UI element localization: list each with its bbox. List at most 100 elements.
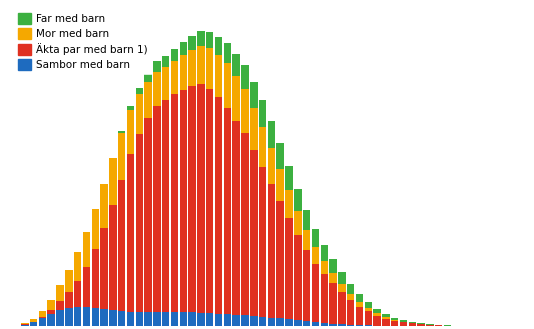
Bar: [426, 325, 434, 326]
Bar: [320, 323, 328, 326]
Bar: [189, 313, 196, 326]
Bar: [171, 312, 178, 326]
Bar: [162, 56, 169, 67]
Bar: [118, 131, 125, 133]
Bar: [30, 321, 37, 322]
Bar: [329, 259, 337, 273]
Bar: [48, 300, 55, 310]
Bar: [100, 228, 108, 309]
Bar: [365, 311, 372, 325]
Bar: [320, 245, 328, 261]
Bar: [347, 300, 355, 325]
Bar: [48, 314, 55, 326]
Bar: [153, 312, 161, 326]
Bar: [74, 281, 81, 307]
Bar: [171, 62, 178, 94]
Bar: [224, 63, 231, 108]
Bar: [65, 270, 73, 292]
Bar: [312, 229, 319, 247]
Bar: [224, 43, 231, 63]
Bar: [153, 106, 161, 312]
Bar: [136, 312, 143, 326]
Bar: [259, 100, 266, 127]
Bar: [206, 48, 214, 89]
Bar: [241, 315, 249, 326]
Bar: [418, 324, 425, 326]
Bar: [118, 180, 125, 311]
Bar: [338, 324, 345, 326]
Bar: [347, 284, 355, 294]
Bar: [356, 302, 363, 307]
Bar: [118, 311, 125, 326]
Bar: [320, 274, 328, 323]
Bar: [153, 62, 161, 71]
Bar: [162, 312, 169, 326]
Bar: [232, 121, 240, 315]
Bar: [109, 159, 116, 205]
Bar: [285, 190, 293, 218]
Bar: [294, 235, 302, 320]
Bar: [109, 310, 116, 326]
Bar: [232, 76, 240, 121]
Bar: [197, 46, 205, 85]
Bar: [418, 323, 425, 324]
Bar: [277, 143, 284, 169]
Bar: [409, 323, 416, 326]
Bar: [30, 319, 37, 321]
Bar: [74, 252, 81, 281]
Bar: [241, 64, 249, 89]
Bar: [250, 108, 257, 150]
Bar: [30, 322, 37, 326]
Bar: [83, 266, 90, 307]
Bar: [373, 313, 381, 316]
Bar: [136, 88, 143, 94]
Bar: [365, 302, 372, 308]
Bar: [400, 320, 407, 322]
Bar: [312, 264, 319, 322]
Bar: [277, 318, 284, 326]
Bar: [232, 54, 240, 76]
Bar: [391, 317, 398, 320]
Bar: [329, 283, 337, 324]
Bar: [312, 247, 319, 264]
Bar: [409, 322, 416, 323]
Bar: [74, 307, 81, 326]
Bar: [303, 210, 310, 230]
Bar: [91, 249, 99, 308]
Bar: [56, 301, 64, 310]
Bar: [329, 324, 337, 326]
Bar: [285, 218, 293, 319]
Bar: [56, 285, 64, 301]
Bar: [391, 320, 398, 321]
Bar: [268, 148, 275, 184]
Bar: [250, 150, 257, 316]
Bar: [277, 169, 284, 201]
Bar: [100, 309, 108, 326]
Bar: [179, 42, 187, 55]
Bar: [38, 311, 46, 316]
Bar: [268, 121, 275, 148]
Bar: [83, 232, 90, 266]
Bar: [136, 94, 143, 134]
Bar: [365, 325, 372, 326]
Bar: [303, 321, 310, 326]
Bar: [303, 230, 310, 250]
Bar: [109, 205, 116, 310]
Bar: [100, 184, 108, 228]
Bar: [144, 73, 152, 82]
Bar: [171, 94, 178, 312]
Bar: [171, 49, 178, 62]
Bar: [65, 292, 73, 308]
Bar: [338, 272, 345, 284]
Bar: [294, 320, 302, 326]
Bar: [241, 133, 249, 315]
Bar: [268, 317, 275, 326]
Bar: [215, 314, 222, 326]
Bar: [144, 118, 152, 312]
Bar: [215, 55, 222, 97]
Bar: [347, 325, 355, 326]
Bar: [65, 308, 73, 326]
Bar: [400, 322, 407, 326]
Bar: [56, 310, 64, 326]
Bar: [189, 50, 196, 86]
